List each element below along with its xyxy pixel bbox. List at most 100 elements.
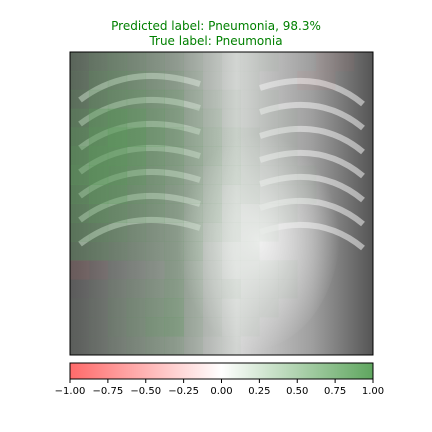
heatmap-cell: [316, 336, 335, 355]
heatmap-cell: [70, 241, 90, 261]
heatmap-cell: [221, 146, 241, 166]
colorbar-tick-label: −0.75: [93, 386, 124, 397]
heatmap-cell: [259, 184, 279, 204]
heatmap-cell: [259, 260, 279, 280]
colorbar: −1.00 −0.75 −0.50 −0.25 0.00 0.25 0.50 0.75 1.00: [55, 362, 384, 397]
heatmap-cell: [259, 241, 278, 260]
heatmap-cell: [278, 146, 298, 166]
heatmap-cell: [335, 317, 354, 336]
heatmap-cell: [335, 185, 354, 204]
heatmap-cell: [240, 52, 260, 72]
heatmap-cell: [335, 52, 355, 72]
heatmap-cell: [202, 70, 222, 91]
heatmap-cell: [297, 241, 316, 260]
heatmap-cell: [107, 108, 128, 129]
heatmap-cell: [107, 298, 128, 318]
heatmap-cell: [297, 147, 316, 166]
rib-right: [259, 125, 365, 155]
heatmap-cell: [70, 260, 90, 280]
colorbar-tick-label: −0.25: [168, 386, 199, 397]
heatmap-cell: [354, 298, 373, 317]
heatmap-cell: [354, 317, 373, 336]
heatmap-cell: [259, 146, 279, 166]
heatmap-cell: [183, 222, 203, 242]
heatmap-cell: [70, 184, 90, 204]
heatmap-cell: [259, 71, 278, 90]
heatmap-cell: [70, 279, 89, 298]
heatmap-cell: [278, 317, 297, 336]
heatmap-cell: [240, 89, 260, 110]
heatmap-cell: [126, 127, 147, 147]
heatmap-cell: [221, 52, 241, 72]
heatmap-cell: [145, 165, 165, 185]
heatmap-cell: [164, 184, 184, 204]
heatmap-cell: [164, 336, 184, 355]
heatmap-cell: [316, 109, 335, 128]
heatmap-cell: [278, 260, 298, 280]
rib-left: [78, 73, 201, 103]
heatmap-cell: [164, 127, 184, 147]
heatmap-cell: [240, 298, 260, 318]
heatmap-cell: [126, 241, 147, 261]
heatmap-cell: [354, 241, 373, 260]
heatmap-cell: [202, 260, 222, 280]
heatmap-cell: [126, 108, 147, 129]
heatmap-cell: [259, 279, 279, 299]
colorbar-tick-label: 0.75: [324, 386, 346, 397]
heatmap-cell: [107, 52, 128, 72]
heatmap-cell: [221, 241, 241, 261]
colorbar-gradient: [70, 363, 373, 379]
heatmap-cell: [354, 147, 373, 166]
heatmap-cell: [221, 127, 241, 147]
heatmap-cell: [316, 317, 335, 336]
heatmap-cell: [164, 279, 184, 299]
heatmap-cell: [259, 52, 279, 72]
heatmap-cell: [145, 222, 165, 242]
heatmap-cell: [221, 108, 241, 129]
heatmap-cell: [88, 260, 109, 280]
heatmap-cell: [240, 222, 260, 242]
heatmap-cell: [70, 165, 90, 185]
heatmap-cell: [335, 90, 354, 109]
heatmap-cell: [107, 260, 128, 280]
heatmap-cell: [183, 89, 203, 110]
heatmap-cell: [240, 70, 260, 91]
heatmap-cell: [316, 222, 335, 241]
heatmap-cell: [316, 52, 336, 72]
heatmap-cell: [107, 241, 128, 261]
heatmap-cell: [145, 127, 165, 147]
heatmap-cell: [70, 70, 90, 91]
heatmap-cell: [221, 184, 241, 204]
heatmap-cell: [88, 298, 109, 318]
heatmap-cell: [202, 279, 222, 299]
heatmap-cell: [335, 222, 354, 241]
heatmap-cell: [70, 222, 90, 242]
heatmap-cell: [164, 203, 184, 223]
heatmap-cell: [126, 52, 147, 72]
heatmap-cell: [202, 298, 222, 318]
heatmap-cell: [259, 317, 278, 336]
heatmap-cell: [202, 108, 222, 129]
heatmap-cell: [221, 222, 241, 242]
heatmap-cell: [278, 241, 297, 260]
heatmap-cell: [164, 317, 184, 337]
heatmap-cell: [278, 165, 298, 185]
heatmap-cell: [107, 279, 128, 299]
heatmap-cell: [297, 279, 316, 298]
heatmap-cell: [297, 260, 316, 279]
rib-right: [259, 149, 365, 179]
heatmap-cell: [70, 108, 90, 129]
heatmap-cell: [316, 204, 335, 223]
heatmap-cell: [164, 222, 184, 242]
image-frame: [69, 51, 374, 356]
heatmap-cell: [70, 146, 90, 166]
heatmap-cell: [145, 70, 165, 91]
heatmap-cell: [221, 70, 241, 91]
heatmap-cell: [297, 184, 317, 204]
heatmap-cell: [354, 336, 373, 355]
heatmap-cell: [221, 165, 241, 185]
heatmap-cell: [335, 204, 354, 223]
heatmap-cell: [259, 108, 279, 129]
rib-right: [259, 77, 365, 107]
